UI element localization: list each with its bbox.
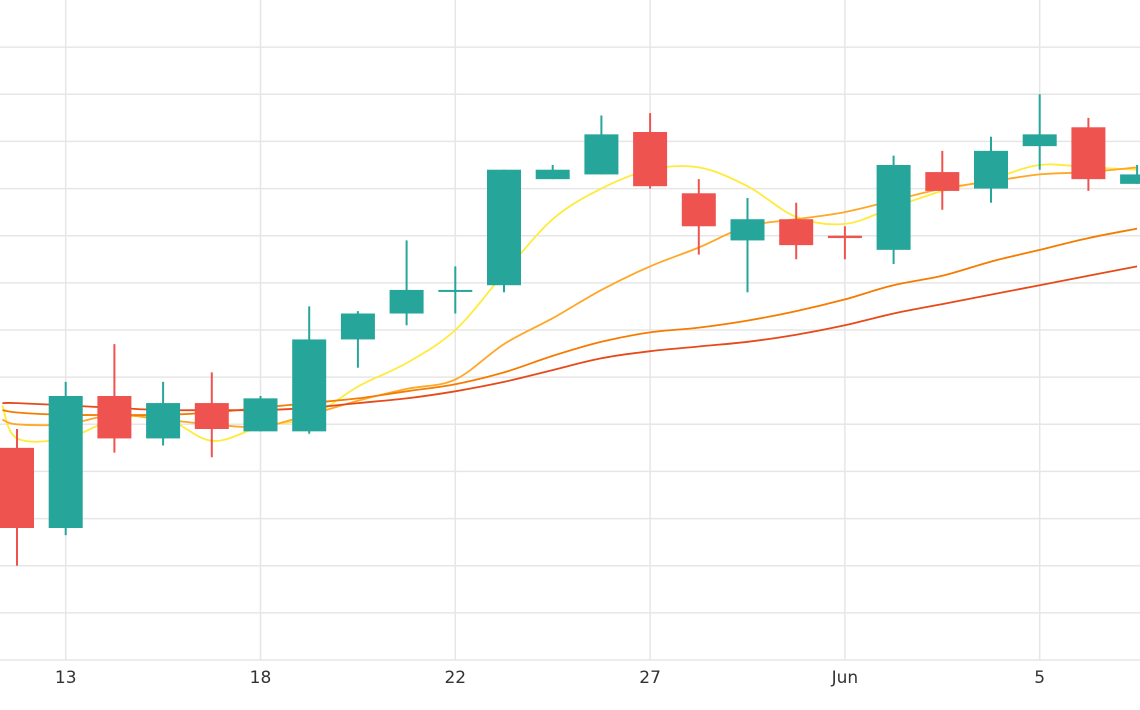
candle-up [389,240,424,326]
candle-down [779,202,814,260]
x-tick-label: Jun [831,668,859,688]
candle-down [194,372,229,458]
candle-body [974,150,1008,189]
candle-body [584,134,619,175]
x-tick-label: 27 [639,668,661,688]
candle-down [681,179,716,255]
candle-up [1022,94,1057,170]
x-axis: 13 18 22 27 Jun 5 [55,668,1045,688]
candle-body [1022,134,1057,147]
candle-down [0,429,34,566]
candle-body [876,165,911,250]
candle-body [681,193,716,227]
candle-up [292,306,327,434]
candle-body [925,172,960,191]
candle-down [97,344,132,453]
candle-body [146,403,181,439]
candle-down [827,226,862,260]
candle-body [340,313,375,340]
candles [0,94,1140,566]
moving-average-line-3 [2,227,1138,416]
candle-body [97,396,132,439]
plot-area [0,94,1140,566]
candle-body [1071,127,1106,180]
candle-body [487,169,521,286]
x-tick-label: 5 [1034,668,1045,688]
moving-average-line-1 [1,163,1138,443]
moving-average-lines [1,163,1138,443]
candle-body [0,447,34,528]
candle-down [925,150,960,210]
candle-body [730,219,765,241]
candle-up [243,396,278,432]
candle-up [487,169,521,293]
candle-up [146,381,181,446]
candle-up [730,198,765,293]
candle-body [292,339,327,432]
candle-body [535,169,570,180]
candle-body [48,396,83,528]
grid [0,0,1140,661]
candle-up [340,311,375,368]
candle-body [194,403,229,429]
candle-up [1120,165,1140,184]
candle-up [974,136,1008,203]
candle-body [827,235,862,239]
candle-down [633,113,668,189]
candle-up [876,155,911,264]
candle-body [438,289,473,292]
candle-up [584,115,619,175]
candle-body [1120,174,1140,184]
candle-up [535,165,570,180]
candle-body [243,398,278,432]
x-tick-label: 13 [55,668,77,688]
candle-up [438,266,473,314]
candle-body [389,289,424,314]
candle-down [1071,117,1106,191]
candle-body [633,132,668,187]
candle-up [48,381,83,536]
moving-average-line-4 [2,265,1138,412]
candle-body [779,219,814,246]
x-tick-label: 18 [250,668,272,688]
x-tick-label: 22 [444,668,466,688]
